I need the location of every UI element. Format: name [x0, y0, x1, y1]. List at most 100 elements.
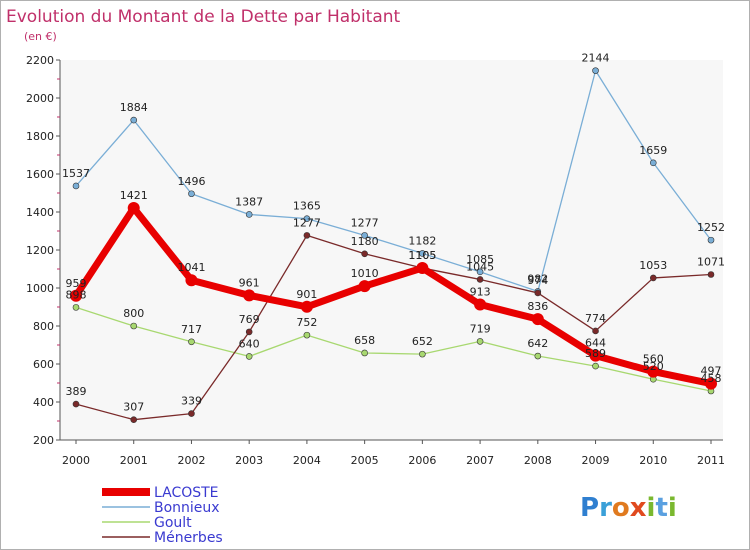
legend-label: LACOSTE	[154, 485, 219, 501]
y-tick-label: 1200	[26, 244, 54, 257]
data-label: 752	[296, 316, 317, 329]
data-label: 719	[470, 322, 491, 335]
data-label: 1252	[697, 221, 725, 234]
data-point	[707, 271, 715, 278]
data-label: 1041	[177, 261, 205, 274]
data-point	[188, 338, 195, 346]
data-point	[419, 350, 426, 358]
y-tick-label: 600	[33, 358, 54, 371]
data-point	[419, 250, 426, 257]
data-point	[188, 410, 195, 417]
data-label: 1010	[351, 267, 379, 280]
data-label: 1365	[293, 200, 321, 213]
data-point	[361, 250, 368, 258]
y-tick-label: 400	[33, 396, 54, 409]
data-point	[70, 289, 82, 302]
legend-label: Ménerbes	[154, 530, 223, 546]
data-point	[300, 300, 313, 313]
data-point	[416, 262, 429, 275]
data-label: 1182	[408, 234, 436, 247]
data-label: 1085	[466, 253, 494, 266]
axes: 200 400 600 800 1000 1200 1400 1600 1800 2000 2200…	[26, 54, 725, 467]
data-label: 589	[585, 347, 606, 360]
data-point	[649, 274, 657, 282]
data-label: 774	[585, 312, 606, 325]
data-label: 982	[527, 272, 548, 285]
data-label: 652	[412, 335, 433, 348]
data-point	[303, 232, 311, 239]
data-point	[127, 202, 140, 215]
x-tick-label: 2002	[177, 454, 205, 467]
data-label: 642	[527, 337, 548, 350]
data-label: 307	[123, 401, 144, 414]
data-point	[361, 232, 368, 239]
data-label: 1277	[293, 216, 321, 229]
data-point	[474, 298, 487, 311]
data-point	[245, 211, 253, 218]
data-label: 1071	[697, 256, 725, 269]
data-label: 1053	[639, 259, 667, 272]
data-label: 1421	[120, 189, 148, 202]
data-point	[72, 304, 80, 311]
data-point	[592, 327, 599, 335]
data-point	[130, 416, 138, 423]
data-label: 644	[585, 337, 606, 350]
data-label: 458	[701, 372, 722, 385]
x-tick-label: 2003	[235, 454, 263, 467]
series-line-bonnieux	[75, 69, 712, 293]
data-point	[705, 377, 717, 390]
data-point	[245, 328, 253, 336]
data-label: 658	[354, 334, 375, 347]
data-label: 389	[66, 385, 87, 398]
data-point	[72, 400, 80, 408]
data-label: 339	[181, 395, 202, 408]
data-point	[243, 289, 256, 302]
y-tick-label: 1000	[26, 282, 54, 295]
data-label: 1105	[408, 249, 436, 262]
data-point	[592, 362, 599, 370]
data-point	[303, 331, 311, 339]
data-label: 959	[66, 277, 87, 290]
y-tick-label: 1600	[26, 168, 54, 181]
data-label: 1496	[177, 175, 205, 188]
data-label: 1105	[408, 249, 436, 262]
data-label: 901	[296, 288, 317, 301]
data-label: 1659	[639, 144, 667, 157]
data-label: 898	[66, 288, 87, 301]
data-point	[303, 215, 311, 222]
data-label: 1277	[351, 216, 379, 229]
x-tick-label: 2010	[639, 454, 667, 467]
data-point	[531, 313, 544, 326]
data-label: 640	[239, 337, 260, 350]
y-tick-label: 800	[33, 320, 54, 333]
x-tick-label: 2000	[62, 454, 90, 467]
x-tick-label: 2001	[120, 454, 148, 467]
data-label: 497	[701, 365, 722, 378]
data-point	[649, 159, 657, 167]
y-tick-label: 200	[33, 434, 54, 447]
legend-label: Bonnieux	[154, 500, 220, 516]
x-tick-label: 2007	[466, 454, 494, 467]
series-line-mnerbes	[75, 234, 712, 421]
series-line-lacoste	[72, 204, 715, 388]
data-point	[130, 322, 138, 330]
legend-label: Goult	[154, 515, 192, 531]
data-labels: 959 1421 1041 961 901 1010 1105 913 836 644 560 497…	[62, 52, 725, 414]
data-point	[72, 182, 80, 190]
proxiti-logo: Proxiti	[580, 493, 677, 523]
data-label: 769	[239, 313, 260, 326]
plot-area	[60, 60, 723, 440]
data-point	[647, 365, 660, 378]
data-label: 974	[527, 274, 548, 287]
x-tick-label: 2004	[293, 454, 321, 467]
data-point	[534, 289, 542, 297]
data-label: 961	[239, 276, 260, 289]
x-tick-label: 2011	[697, 454, 725, 467]
data-point	[130, 116, 138, 124]
series-lines	[70, 67, 717, 423]
data-label: 1045	[466, 260, 494, 273]
data-point	[592, 67, 599, 74]
